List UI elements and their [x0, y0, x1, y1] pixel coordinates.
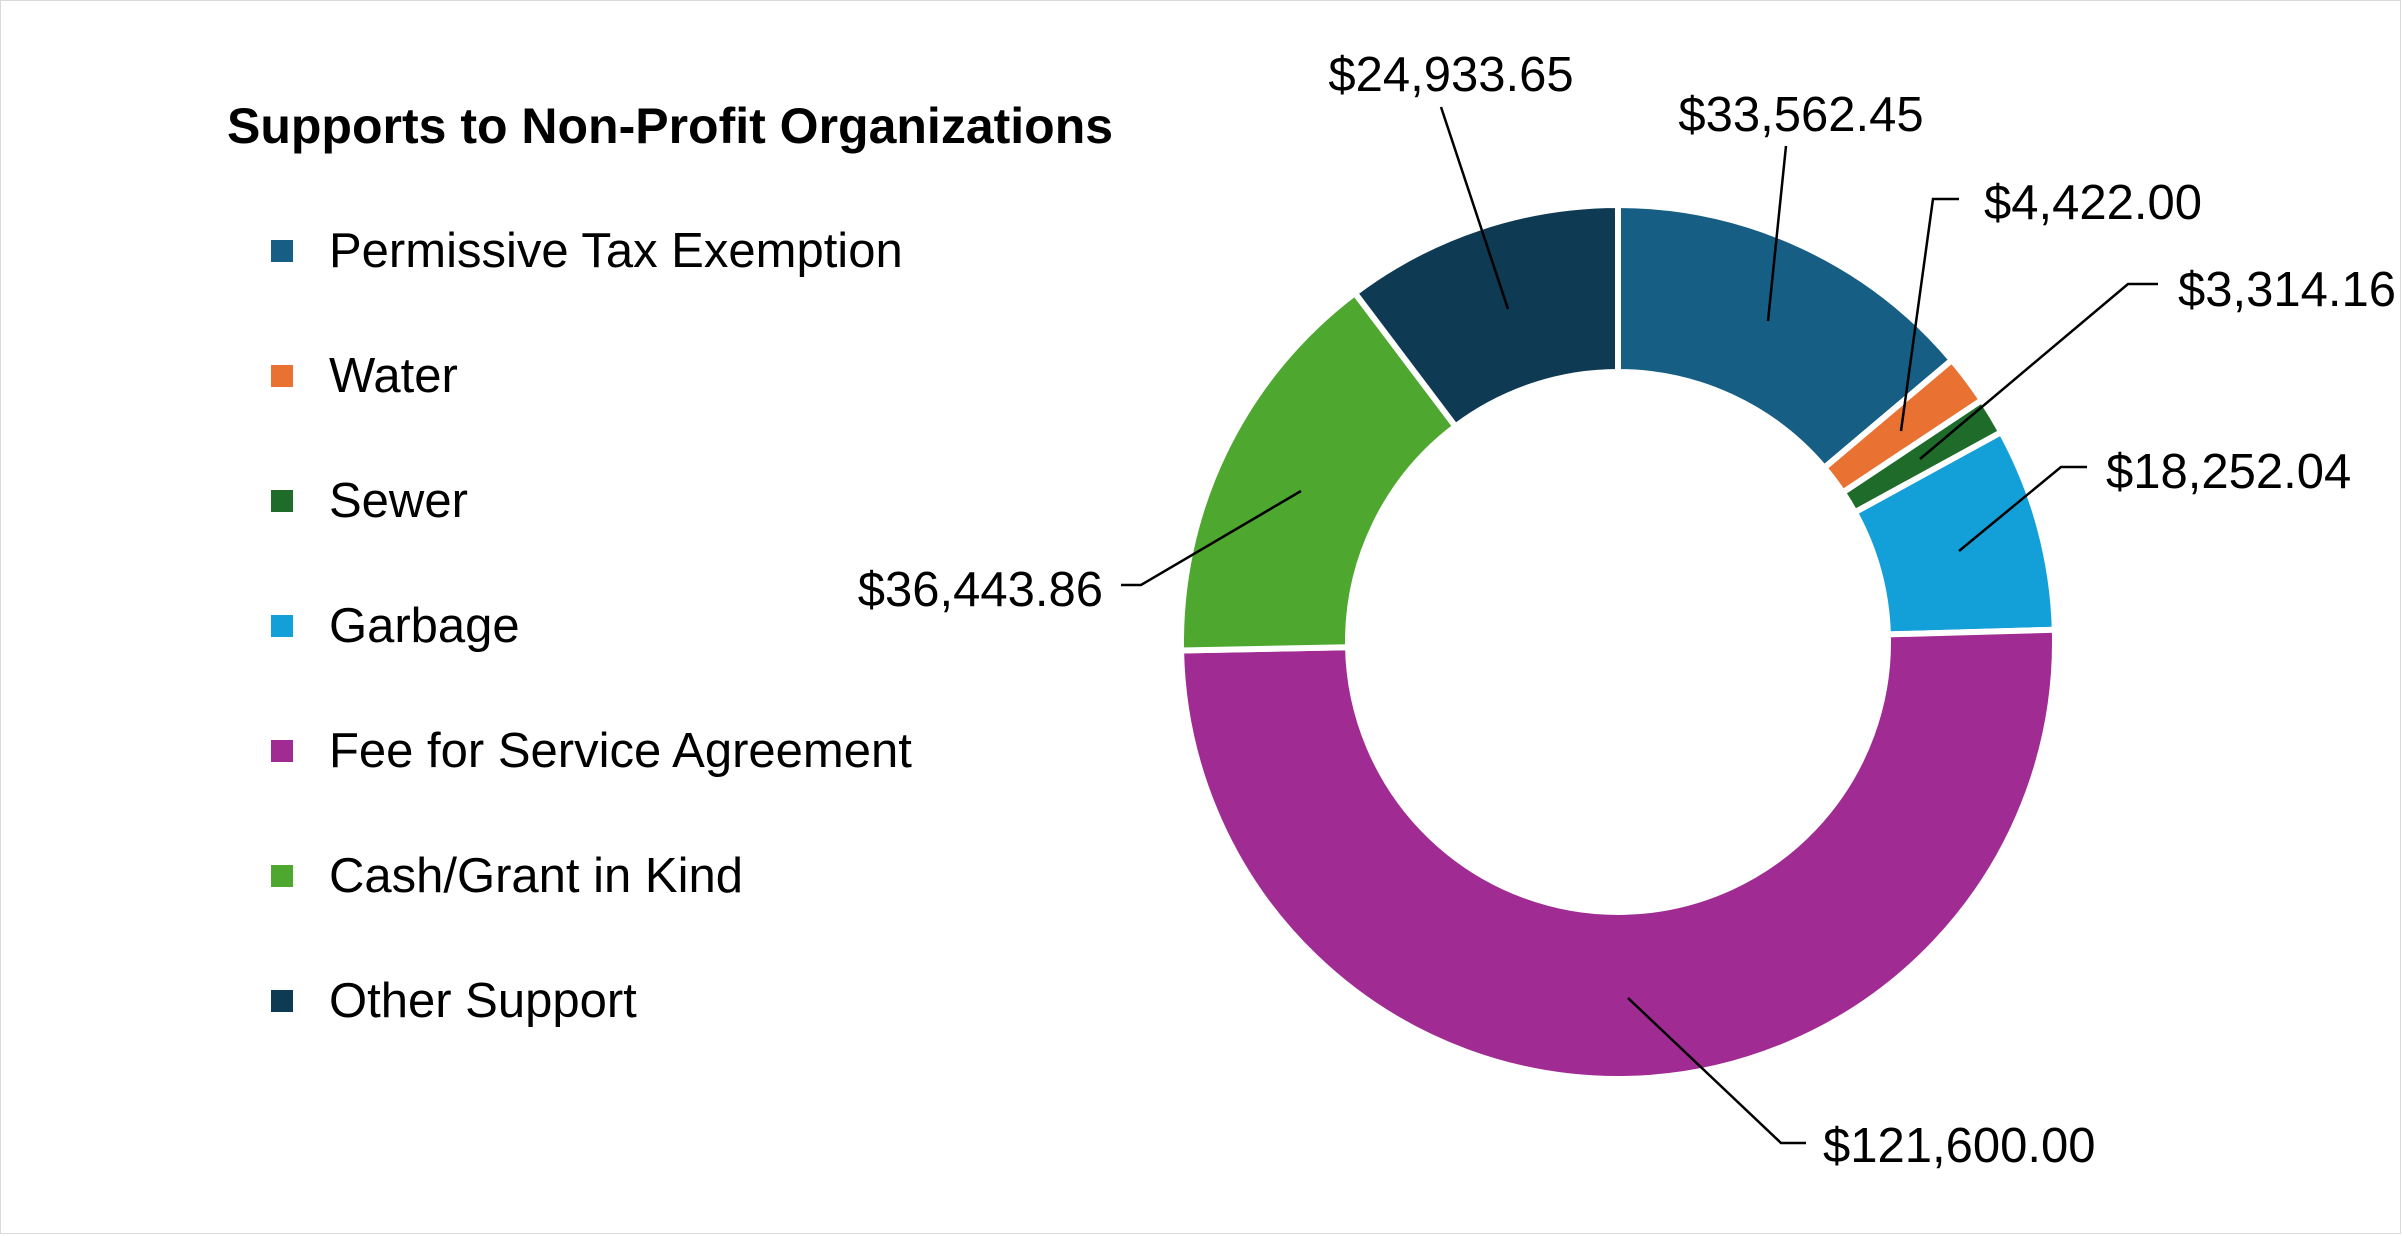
data-label: $4,422.00 [1984, 176, 2202, 230]
leader-line [1766, 145, 1788, 322]
leader-line [1439, 106, 1510, 310]
legend-item: Cash/Grant in Kind [271, 846, 743, 906]
donut-slice [1350, 201, 1621, 431]
leader-line [1958, 465, 2087, 552]
legend-label: Fee for Service Agreement [329, 724, 912, 778]
legend-swatch [271, 740, 293, 762]
legend-swatch [271, 240, 293, 262]
legend-label: Other Support [329, 974, 637, 1028]
legend-item: Other Support [271, 971, 637, 1031]
legend-swatch [271, 865, 293, 887]
data-label: $24,933.65 [1328, 48, 1573, 102]
legend-swatch [271, 365, 293, 387]
legend-label: Garbage [329, 599, 520, 653]
legend-item: Sewer [271, 471, 468, 531]
legend-label: Water [329, 349, 458, 403]
legend-label: Permissive Tax Exemption [329, 224, 903, 278]
data-label: $36,443.86 [858, 563, 1103, 617]
leader-line [1919, 282, 2158, 460]
data-label: $18,252.04 [2106, 445, 2351, 499]
legend-swatch [271, 615, 293, 637]
legend-item: Garbage [271, 596, 520, 656]
leader-line [1899, 197, 1959, 432]
donut-slice [1178, 288, 1460, 654]
data-label: $121,600.00 [1823, 1119, 2096, 1173]
data-label: $33,562.45 [1678, 88, 1923, 142]
leader-line [1627, 997, 1806, 1145]
legend-item: Water [271, 346, 458, 406]
data-label: $3,314.16 [2178, 263, 2396, 317]
legend-item: Permissive Tax Exemption [271, 221, 903, 281]
legend-swatch [271, 490, 293, 512]
legend-item: Fee for Service Agreement [271, 721, 912, 781]
leader-line [1121, 489, 1302, 587]
legend-label: Sewer [329, 474, 468, 528]
legend-swatch [271, 990, 293, 1012]
chart-title: Supports to Non-Profit Organizations [227, 98, 1114, 154]
legend-label: Cash/Grant in Kind [329, 849, 743, 903]
donut-slice [1178, 626, 2058, 1082]
